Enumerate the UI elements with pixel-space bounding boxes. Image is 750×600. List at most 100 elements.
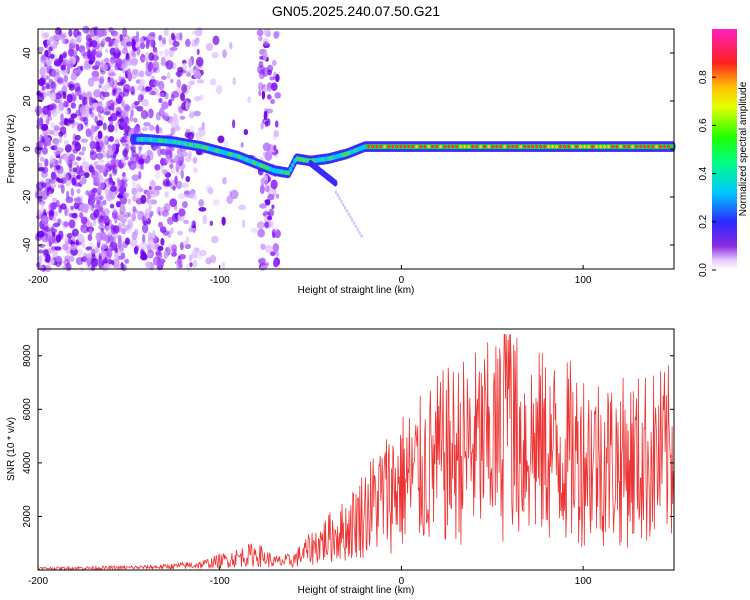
spectrogram-noise-point	[173, 125, 181, 131]
spectrogram-noise-point	[256, 29, 264, 37]
spectrogram-noise-point	[80, 51, 88, 57]
spectrogram-ridge-peak	[543, 145, 547, 149]
spectrogram-ridge-peak	[559, 145, 563, 149]
spectrogram-noise-point	[195, 27, 203, 34]
spectrogram-noise-point	[99, 77, 104, 85]
spectrogram-noise-point	[116, 81, 125, 86]
spectrogram-noise-point	[132, 181, 136, 188]
spectrogram-noise-point	[60, 184, 65, 194]
spectrogram-noise-point	[260, 243, 266, 250]
spectrogram-ridge-peak	[647, 145, 650, 149]
spectrogram-ridge-peak	[411, 145, 415, 149]
spectrogram-noise-point	[60, 113, 64, 123]
spectrogram-noise-point	[67, 159, 73, 169]
spectrogram-ridge-peak	[619, 145, 622, 149]
spectrogram-ridge-peak	[567, 145, 571, 149]
spectrogram-noise-point	[128, 160, 137, 171]
spectrogram-noise-point	[257, 82, 264, 91]
spectrogram-noise-point	[84, 166, 90, 175]
spectrogram-noise-point	[65, 178, 72, 187]
spectrogram-noise-point	[79, 203, 88, 213]
spectrogram-noise-point	[134, 126, 142, 137]
spectrogram-noise-point	[50, 225, 54, 233]
spectrogram-noise-point	[83, 116, 89, 126]
spectrogram-noise-point	[88, 166, 95, 173]
spectrogram-noise-point	[91, 49, 96, 57]
spectrogram-noise-point	[66, 60, 74, 69]
spectrogram-noise-point	[37, 167, 45, 172]
spectrogram-noise-point	[157, 127, 163, 134]
spectrogram-noise-point	[262, 142, 271, 152]
spectrogram-noise-point	[260, 177, 265, 187]
spectrogram-noise-point	[73, 197, 81, 203]
colorbar-tick-label: 0.2	[698, 214, 709, 228]
spectrogram-noise-point	[132, 117, 138, 123]
spectrogram-noise-point	[172, 153, 179, 163]
spectrogram-noise-point	[105, 79, 113, 89]
spectrogram-noise-point	[103, 218, 111, 224]
spectrogram-noise-point	[141, 251, 147, 261]
spectrogram-noise-point	[161, 209, 170, 217]
spectrogram-noise-point	[70, 187, 75, 197]
spectrogram-noise-point	[129, 238, 138, 247]
spectrogram-noise-point	[140, 89, 146, 95]
spectrogram-noise-point	[36, 230, 45, 238]
spectrogram-ridge-peak	[415, 145, 419, 149]
spectrogram-noise-point	[139, 241, 148, 251]
spectrogram-noise-point	[104, 187, 109, 195]
spectrogram-ridge-peak	[535, 145, 539, 149]
spectrogram-noise-point	[64, 144, 72, 153]
spectrogram-noise-point	[171, 32, 175, 41]
spectrogram-noise-point	[131, 35, 140, 44]
spectrogram-noise-point	[88, 59, 94, 65]
spectrogram-noise-point	[48, 202, 55, 212]
spectrogram-y-tick-label: 0	[22, 146, 33, 152]
spectrogram-ridge-peak	[367, 145, 371, 149]
spectrogram-noise-point	[146, 150, 151, 156]
spectrogram-noise-point	[59, 126, 67, 135]
spectrogram-noise-point	[108, 177, 113, 185]
spectrogram-x-tick-label: 0	[399, 275, 405, 286]
spectrogram-noise-point	[72, 39, 78, 46]
spectrogram-noise-point	[221, 216, 226, 226]
spectrogram-noise-point	[138, 70, 145, 78]
spectrogram-noise-point	[90, 257, 99, 267]
spectrogram-noise-point	[39, 60, 46, 69]
spectrogram-ridge	[129, 133, 676, 238]
spectrogram-ridge-peak	[611, 145, 614, 149]
spectrogram-noise-point	[89, 26, 97, 37]
spectrogram-noise-point	[101, 85, 109, 92]
spectrogram-noise-point	[58, 135, 63, 144]
spectrogram-noise-point	[89, 151, 98, 161]
spectrogram-ridge-peak	[531, 145, 535, 149]
spectrogram-noise-point	[52, 41, 58, 49]
spectrogram-noise-point	[110, 190, 116, 201]
spectrogram-noise-point	[102, 199, 107, 206]
spectrogram-noise-point	[56, 76, 65, 85]
spectrogram-noise-point	[85, 43, 91, 51]
spectrogram-noise-point	[127, 211, 132, 218]
spectrogram-ridge-peak	[471, 145, 475, 149]
spectrogram-noise-point	[120, 252, 126, 260]
spectrogram-noise-point	[113, 159, 122, 168]
spectrogram-ridge-peak	[631, 145, 634, 149]
spectrogram-x-tick-label: 100	[575, 275, 592, 286]
spectrogram-noise-point	[133, 228, 139, 236]
spectrogram-noise-point	[110, 112, 118, 122]
colorbar: 0.0 0.2 0.4 0.6 0.8 Normalized spectral ampl…	[698, 29, 749, 277]
spectrogram-noise-point	[41, 147, 48, 155]
spectrogram-noise-point	[97, 164, 106, 174]
spectrogram-noise-point	[153, 185, 162, 191]
spectrogram-noise-point	[40, 55, 47, 64]
spectrogram-noise-point	[44, 158, 49, 167]
spectrogram-noise-point	[67, 253, 74, 262]
colorbar-ticks: 0.0 0.2 0.4 0.6 0.8	[698, 70, 716, 277]
spectrogram-noise-point	[75, 43, 80, 52]
spectrogram-noise-point	[115, 90, 119, 100]
spectrogram-noise-point	[43, 249, 49, 256]
spectrogram-noise-point	[153, 80, 161, 87]
spectrogram-noise-point	[175, 163, 180, 173]
spectrogram-noise-point	[149, 38, 155, 48]
spectrogram-noise-point	[63, 74, 69, 83]
spectrogram-noise-point	[54, 92, 63, 100]
